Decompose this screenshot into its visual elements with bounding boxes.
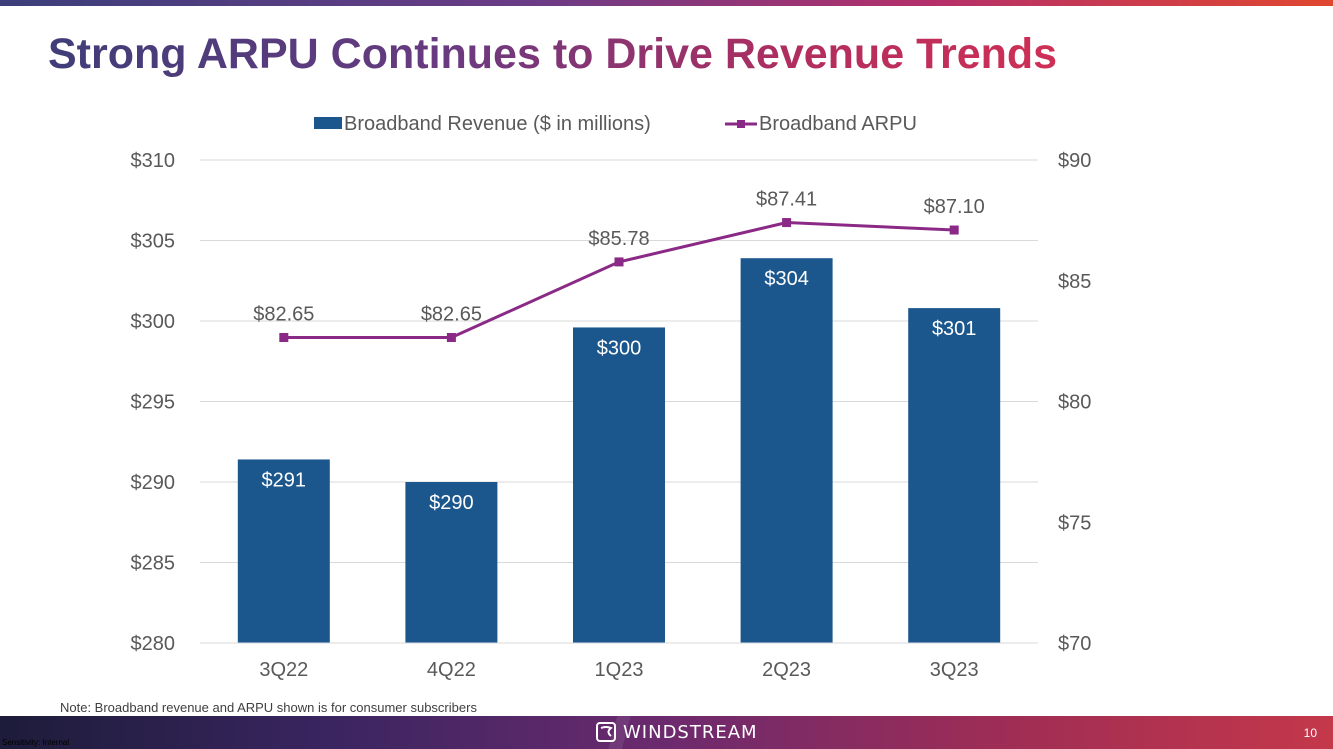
revenue-bar-label: $304 <box>764 268 809 290</box>
arpu-marker <box>782 218 792 228</box>
arpu-marker <box>614 257 624 267</box>
revenue-bar-label: $291 <box>262 469 307 491</box>
legend: Broadband Revenue ($ in millions) Broadb… <box>314 113 917 135</box>
revenue-bar <box>740 258 833 643</box>
sensitivity-label: Sensitivity: Internal <box>2 738 70 747</box>
arpu-marker <box>949 225 959 235</box>
arpu-labels: $82.65 $82.65 $85.78 $87.41 $87.10 <box>253 189 985 326</box>
revenue-bar-label: $290 <box>429 492 474 514</box>
right-tick-label: $80 <box>1058 392 1091 414</box>
right-tick-label: $85 <box>1058 271 1091 293</box>
left-tick-label: $280 <box>131 633 176 655</box>
logo-text: WINDSTREAM <box>623 721 758 743</box>
slide-title: Strong ARPU Continues to Drive Revenue T… <box>48 30 1058 78</box>
footnote: Note: Broadband revenue and ARPU shown i… <box>60 700 477 715</box>
legend-bar-label: Broadband Revenue ($ in millions) <box>344 113 651 135</box>
legend-bar-swatch <box>314 117 342 129</box>
revenue-bars <box>237 258 1001 643</box>
left-tick-label: $310 <box>131 150 176 172</box>
arpu-marker <box>279 333 289 343</box>
left-tick-label: $285 <box>131 553 176 575</box>
chart: $310 $305 $300 $295 $290 $285 $280 $90 $85 $80 $7… <box>131 113 1092 681</box>
revenue-bar-label: $300 <box>597 337 642 359</box>
arpu-label: $87.41 <box>756 189 817 211</box>
legend-line-label: Broadband ARPU <box>759 113 917 135</box>
right-tick-label: $70 <box>1058 633 1091 655</box>
arpu-label: $82.65 <box>253 304 314 326</box>
x-tick-label: 2Q23 <box>762 659 811 681</box>
x-tick-label: 1Q23 <box>595 659 644 681</box>
x-tick-label: 4Q22 <box>427 659 476 681</box>
arpu-marker <box>446 333 456 343</box>
arpu-line <box>279 218 959 343</box>
revenue-bar-label: $301 <box>932 318 977 340</box>
left-tick-label: $305 <box>131 231 176 253</box>
left-tick-label: $295 <box>131 392 176 414</box>
revenue-bar <box>405 482 498 643</box>
revenue-bar <box>573 327 665 643</box>
legend-line-marker <box>737 120 745 128</box>
footer-bar: Sensitivity: Internal WINDSTREAM 10 <box>0 716 1333 749</box>
right-tick-label: $75 <box>1058 512 1091 534</box>
right-axis-ticks: $90 $85 $80 $75 $70 <box>1058 150 1091 655</box>
left-axis-ticks: $310 $305 $300 $295 $290 $285 $280 <box>131 150 176 655</box>
top-accent-bar <box>0 0 1333 6</box>
page-number: 10 <box>1303 726 1317 740</box>
arpu-label: $87.10 <box>924 196 985 218</box>
arpu-label: $82.65 <box>421 304 482 326</box>
x-axis-ticks: 3Q22 4Q22 1Q23 2Q23 3Q23 <box>200 642 1038 681</box>
left-tick-label: $300 <box>131 311 176 333</box>
right-tick-label: $90 <box>1058 150 1091 172</box>
x-tick-label: 3Q22 <box>259 659 308 681</box>
left-tick-label: $290 <box>131 472 176 494</box>
arpu-label: $85.78 <box>588 228 649 250</box>
revenue-bar-labels: $291 $290 $300 $304 $301 <box>262 268 977 514</box>
x-tick-label: 3Q23 <box>930 659 979 681</box>
revenue-bar <box>237 459 330 643</box>
windstream-logo-icon <box>596 722 616 742</box>
revenue-bar <box>908 308 1001 643</box>
windstream-logo: WINDSTREAM <box>595 721 758 743</box>
